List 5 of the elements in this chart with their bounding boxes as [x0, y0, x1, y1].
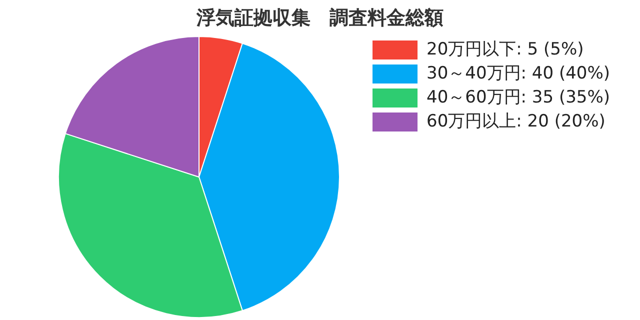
legend-label: 60万円以上: 20 (20%)	[426, 111, 606, 132]
legend-label: 30～40万円: 40 (40%)	[426, 63, 610, 84]
legend-label: 40～60万円: 35 (35%)	[426, 87, 610, 108]
chart-title: 浮気証拠収集 調査料金総額	[195, 6, 444, 31]
legend-label: 20万円以下: 5 (5%)	[426, 39, 584, 60]
